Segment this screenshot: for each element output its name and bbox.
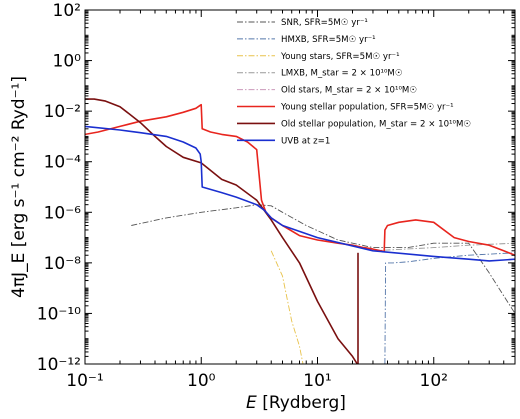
x-axis-label-main: E: [246, 393, 257, 413]
legend-label-5: Young stellar population, SFR=5M☉ yr⁻¹: [280, 103, 454, 113]
ticks-layer: [84, 9, 516, 365]
series-layer: [85, 98, 515, 364]
series-line-0: [131, 204, 515, 314]
y-tick-label-7: 10²: [53, 1, 81, 21]
series-line-2: [270, 250, 304, 364]
x-tick-label-3: 10²: [420, 371, 448, 391]
x-tick-labels: 10⁻¹ 10⁰ 10¹ 10²: [66, 371, 448, 391]
series-line-1: [384, 252, 515, 364]
x-axis-label-unit: [Rydberg]: [262, 393, 346, 413]
legend-label-2: Young stars, SFR=5M☉ yr⁻¹: [280, 52, 400, 62]
y-axis-label: 4πJ_E [erg s⁻¹ cm⁻² Ryd⁻¹]: [9, 76, 29, 298]
x-tick-label-2: 10¹: [303, 371, 331, 391]
x-axis-label: E [Rydberg]: [246, 393, 346, 413]
y-tick-label-3: 10⁻⁶: [44, 203, 82, 223]
series-line-8: [85, 125, 515, 262]
legend-label-4: Old stars, M_star = 2 × 10¹⁰M☉: [281, 86, 417, 96]
legend-label-1: HMXB, SFR=5M☉ yr⁻¹: [281, 35, 376, 45]
y-tick-label-0: 10⁻¹²: [37, 355, 81, 375]
series-line-6: [85, 98, 358, 364]
legend-label-0: SNR, SFR=5M☉ yr⁻¹: [281, 18, 368, 28]
x-tick-label-0: 10⁻¹: [66, 371, 103, 391]
y-tick-label-1: 10⁻¹⁰: [37, 304, 81, 324]
y-tick-label-5: 10⁻²: [44, 102, 81, 122]
x-tick-label-1: 10⁰: [187, 371, 216, 391]
legend: SNR, SFR=5M☉ yr⁻¹ HMXB, SFR=5M☉ yr⁻¹ Young…: [237, 18, 471, 146]
series-line-3: [372, 242, 515, 252]
y-tick-labels: 10⁻¹² 10⁻¹⁰ 10⁻⁸ 10⁻⁶ 10⁻⁴ 10⁻² 10⁰ 10²: [37, 1, 81, 375]
legend-label-7: UVB at z=1: [281, 136, 330, 146]
y-tick-label-6: 10⁰: [53, 52, 82, 72]
legend-label-3: LMXB, M_star = 2 × 10¹⁰M☉: [281, 69, 403, 79]
y-tick-label-2: 10⁻⁸: [44, 254, 82, 274]
y-tick-label-4: 10⁻⁴: [44, 153, 82, 173]
legend-label-6: Old stellar population, M_star = 2 × 10¹…: [281, 119, 471, 129]
plot-frame: [84, 9, 516, 365]
